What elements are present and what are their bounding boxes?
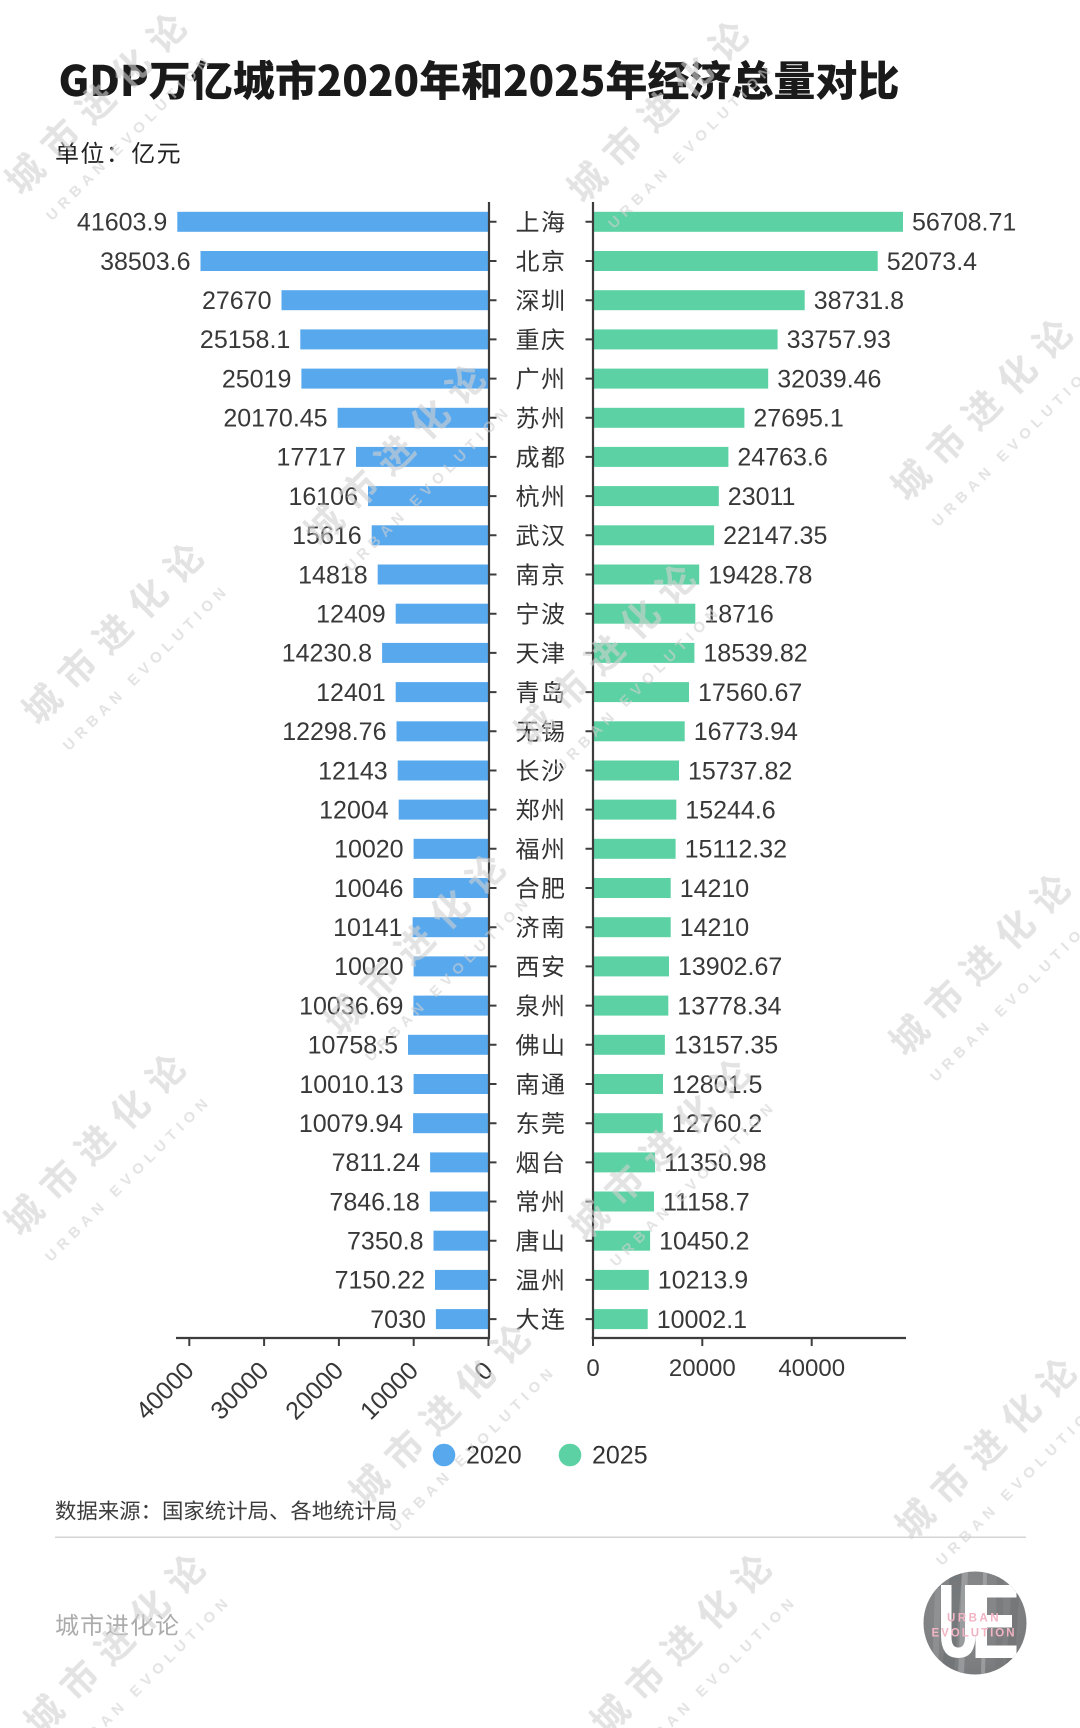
svg-text:14210: 14210 (680, 875, 750, 903)
svg-text:20000: 20000 (669, 1355, 736, 1382)
svg-text:20170.45: 20170.45 (223, 405, 327, 433)
svg-text:27695.1: 27695.1 (753, 405, 843, 433)
svg-text:7811.24: 7811.24 (332, 1149, 421, 1177)
svg-text:18716: 18716 (704, 601, 774, 629)
svg-text:10141: 10141 (333, 914, 403, 942)
svg-text:7350.8: 7350.8 (347, 1228, 423, 1256)
svg-text:7846.18: 7846.18 (329, 1188, 419, 1216)
svg-text:10020: 10020 (334, 836, 404, 864)
svg-text:12143: 12143 (318, 757, 388, 785)
svg-text:10036.69: 10036.69 (299, 992, 403, 1020)
svg-text:56708.71: 56708.71 (912, 209, 1016, 237)
svg-text:17717: 17717 (276, 444, 346, 472)
svg-text:11350.98: 11350.98 (664, 1149, 766, 1177)
svg-text:24763.6: 24763.6 (737, 444, 827, 472)
svg-text:27670: 27670 (202, 287, 272, 315)
svg-text:12760.2: 12760.2 (672, 1110, 762, 1138)
svg-text:2020: 2020 (466, 1442, 522, 1470)
svg-text:10450.2: 10450.2 (659, 1228, 749, 1256)
svg-text:41603.9: 41603.9 (77, 209, 167, 237)
svg-text:7030: 7030 (370, 1306, 426, 1334)
svg-text:EVOLUTION: EVOLUTION (931, 1628, 1016, 1640)
svg-text:22147.35: 22147.35 (723, 522, 827, 550)
svg-text:14230.8: 14230.8 (282, 640, 372, 668)
svg-text:38503.6: 38503.6 (100, 248, 190, 276)
svg-text:13778.34: 13778.34 (677, 992, 781, 1020)
svg-text:52073.4: 52073.4 (887, 248, 977, 276)
svg-text:10002.1: 10002.1 (657, 1306, 747, 1334)
svg-text:12401: 12401 (316, 679, 386, 707)
svg-text:7150.22: 7150.22 (335, 1267, 425, 1295)
svg-text:25158.1: 25158.1 (200, 326, 290, 354)
svg-text:0: 0 (586, 1355, 599, 1382)
svg-text:38731.8: 38731.8 (814, 287, 904, 315)
svg-text:12409: 12409 (316, 601, 386, 629)
svg-text:18539.82: 18539.82 (703, 640, 807, 668)
svg-text:40000: 40000 (778, 1355, 845, 1382)
svg-text:32039.46: 32039.46 (777, 365, 881, 393)
svg-text:15112.32: 15112.32 (685, 836, 787, 864)
svg-text:15737.82: 15737.82 (688, 757, 792, 785)
svg-text:10010.13: 10010.13 (299, 1071, 403, 1099)
svg-text:14818: 14818 (298, 561, 368, 589)
svg-text:10079.94: 10079.94 (299, 1110, 403, 1138)
svg-text:17560.67: 17560.67 (698, 679, 802, 707)
svg-text:URBAN: URBAN (947, 1613, 1001, 1625)
svg-text:14210: 14210 (680, 914, 750, 942)
svg-text:12004: 12004 (319, 796, 389, 824)
svg-text:13157.35: 13157.35 (674, 1032, 778, 1060)
svg-text:16773.94: 16773.94 (694, 718, 798, 746)
svg-text:10213.9: 10213.9 (658, 1267, 748, 1295)
svg-text:10046: 10046 (334, 875, 404, 903)
svg-text:2025: 2025 (592, 1442, 648, 1470)
svg-text:19428.78: 19428.78 (708, 561, 812, 589)
svg-text:13902.67: 13902.67 (678, 953, 782, 981)
svg-text:23011: 23011 (728, 483, 796, 511)
svg-text:12298.76: 12298.76 (282, 718, 386, 746)
svg-text:10758.5: 10758.5 (308, 1032, 398, 1060)
svg-text:25019: 25019 (222, 365, 292, 393)
svg-text:15244.6: 15244.6 (685, 796, 775, 824)
svg-text:33757.93: 33757.93 (787, 326, 891, 354)
svg-text:11158.7: 11158.7 (663, 1188, 750, 1216)
